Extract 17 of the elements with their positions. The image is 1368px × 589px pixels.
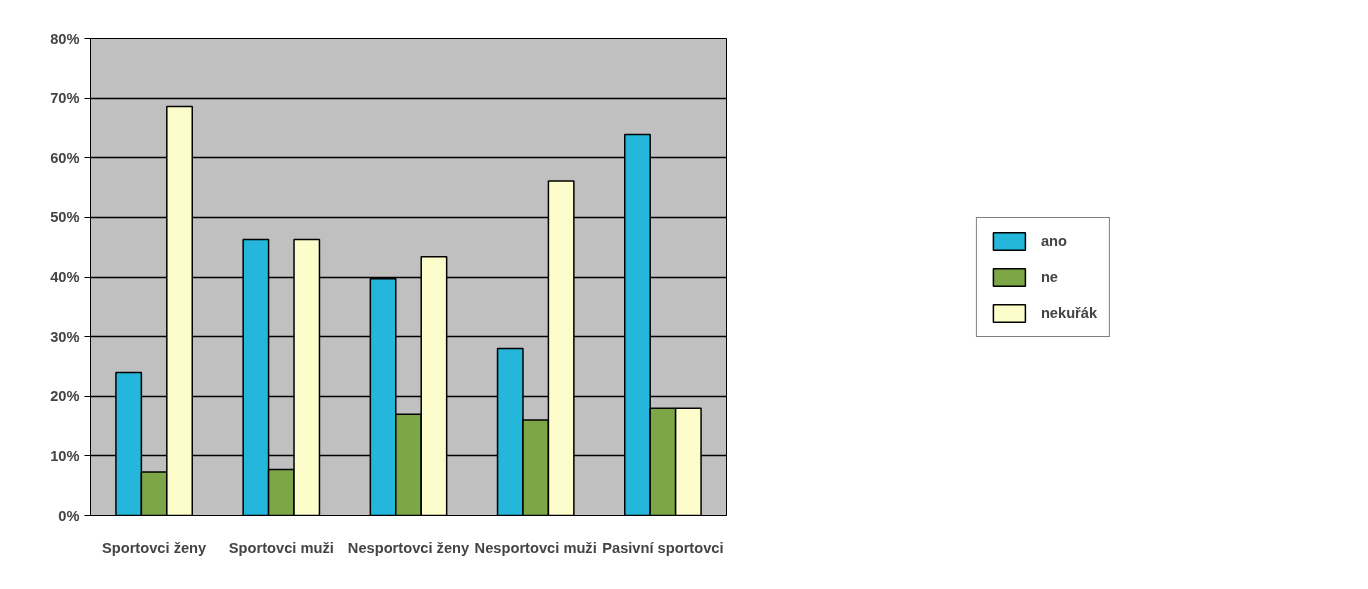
y-tick-label: 70% bbox=[50, 90, 80, 107]
y-tick-label: 60% bbox=[50, 149, 80, 166]
y-tick-label: 10% bbox=[50, 447, 80, 464]
y-tick-label: 40% bbox=[50, 269, 80, 285]
y-tick-label: 80% bbox=[50, 30, 80, 47]
x-tick-label: Nesportovci ženy bbox=[347, 539, 471, 556]
x-tick-label: Sportovci ženy bbox=[101, 539, 208, 556]
x-tick-label: Pasivní sportovci bbox=[602, 539, 724, 556]
y-tick-label: 0% bbox=[58, 507, 80, 524]
y-tick-label: 50% bbox=[50, 209, 80, 226]
y-tick-label: 20% bbox=[50, 388, 80, 405]
x-tick-label: Nesportovci muži bbox=[474, 539, 597, 556]
y-tick-label: 30% bbox=[50, 328, 80, 345]
legend-label: nekuřák bbox=[1040, 304, 1098, 321]
legend-label: ano bbox=[1040, 232, 1067, 249]
legend-label: ne bbox=[1040, 268, 1059, 285]
x-tick-label: Sportovci muži bbox=[228, 539, 334, 556]
